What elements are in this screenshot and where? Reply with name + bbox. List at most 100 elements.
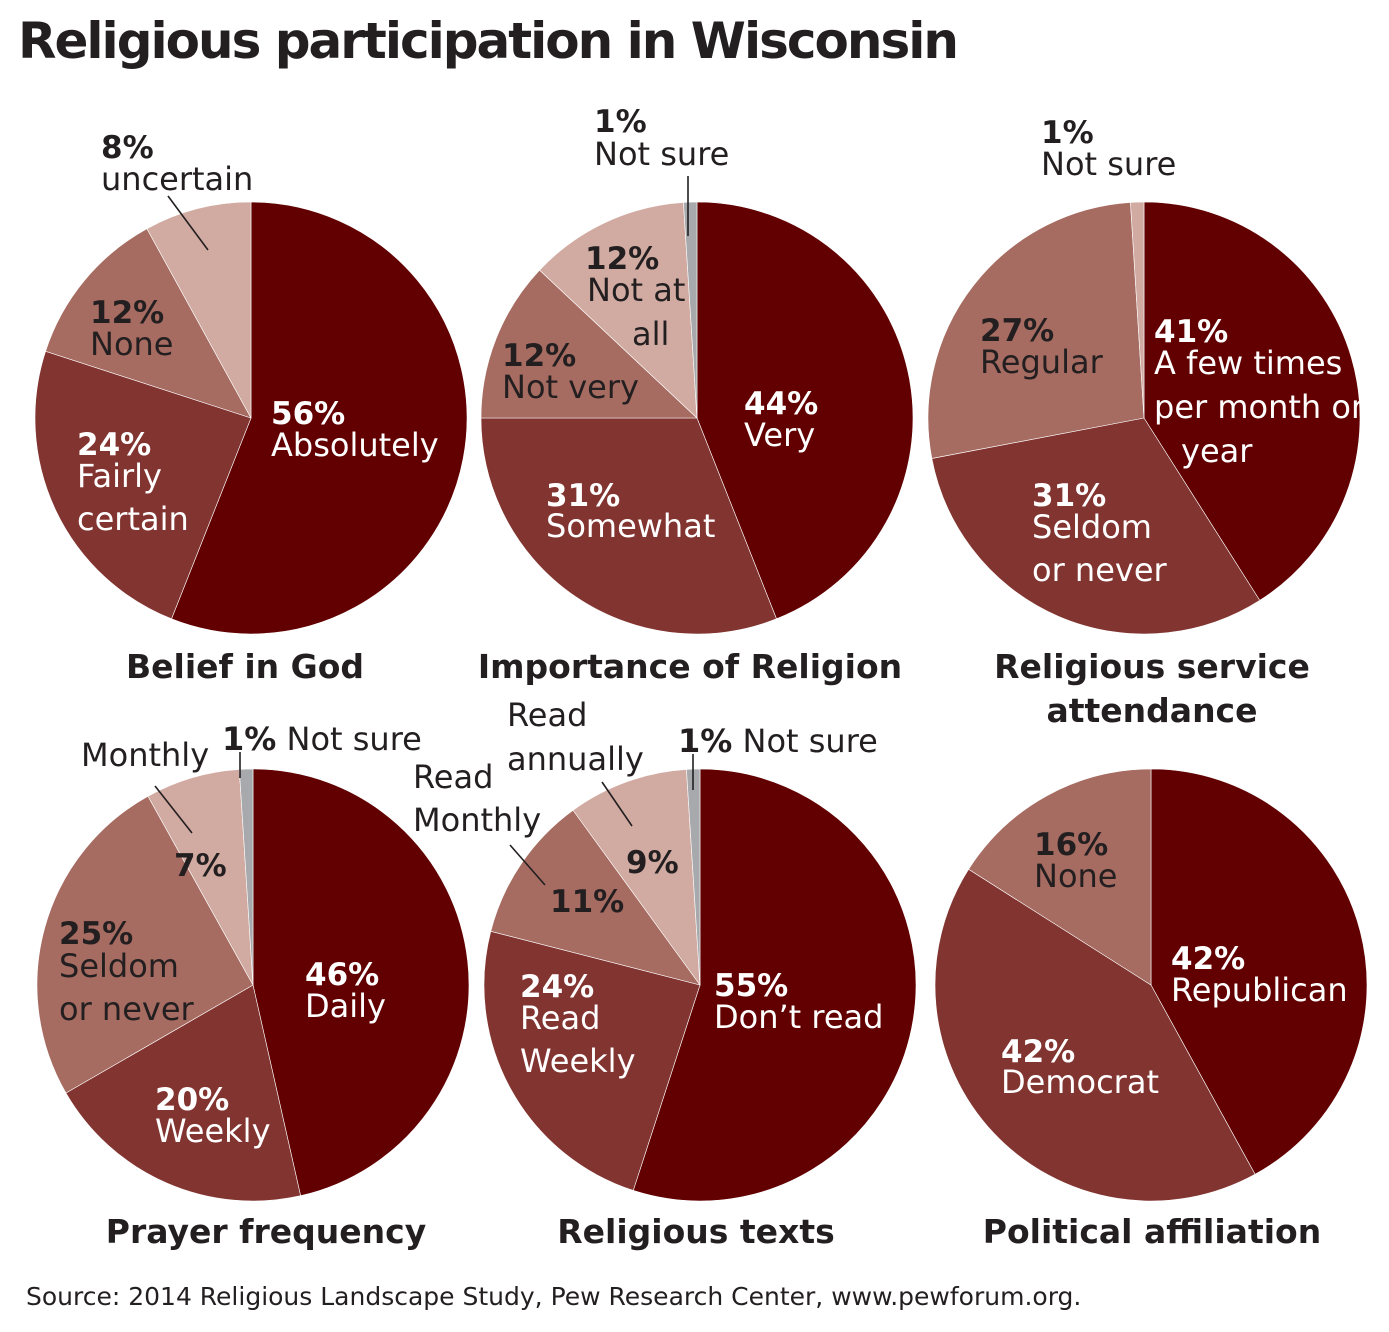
slice-label-somewhat: Somewhat [546,507,715,545]
slice-label-not-sure: 1% Not sure [678,722,878,760]
pie-slice-daily [252,768,470,1197]
pie-slice-none [45,228,252,419]
slice-percent: 41% [1154,314,1228,350]
slice-label-none: None [1034,857,1117,895]
slice-label-not-at-all: Not at [587,271,685,309]
slice-label-seldom-or-never: Seldom [59,947,179,985]
slice-label-not-sure: Not sure [594,135,729,173]
slice-label-not-at-all: all [632,315,669,353]
slice-percent: 12% [502,338,576,374]
slice-label-read-weekly: Weekly [520,1042,636,1080]
slice-percent: 11% [550,884,624,920]
leader-line [509,844,546,886]
pie-slice-not-at-all [539,202,698,419]
pie-chart-belief-in-god: 56%Absolutely 24%Fairly certain 12%None 8%un… [34,130,468,686]
slice-label-a-few-times-per-month-or-year: A few times [1154,344,1342,382]
chart-title: attendance [1046,691,1257,730]
slice-label-fairly-certain: certain [77,500,189,538]
slice-percent: 12% [585,241,659,277]
slice-percent: 56% [271,396,345,432]
slice-percent: 46% [305,957,379,993]
slice-label-uncertain: uncertain [101,160,253,198]
source-note: Source: 2014 Religious Landscape Study, … [26,1282,1082,1311]
pie-slice-read-annually [572,769,701,987]
slice-label-democrat: Democrat [1001,1063,1159,1101]
pie-slice-not-sure [683,201,698,419]
pie-slice-fairly-certain [34,350,252,620]
slice-percent: 27% [980,313,1054,349]
chart-title: Belief in God [126,647,364,686]
slice-percent: 55% [714,968,788,1004]
slice-label-fairly-certain: Fairly [77,457,162,495]
slice-label-daily: Daily [305,987,386,1025]
pie-slice-absolutely [171,201,468,635]
slice-label-none: None [90,325,173,363]
pie-slice-none [968,768,1152,986]
slice-percent: 12% [90,295,164,331]
slice-percent: 8% [101,130,154,166]
slice-label-don-t-read: Don’t read [714,998,883,1036]
pie-slice-a-few-times-per-month-or-year [1143,201,1361,601]
slice-percent: 9% [626,845,679,881]
pie-chart-religious-texts: 55%Don’t read24%ReadWeekly11%ReadMonthly… [413,696,917,1251]
chart-title: Prayer frequency [106,1212,426,1251]
slice-label-weekly: Weekly [155,1112,271,1150]
slice-label-monthly: Monthly [81,736,209,774]
slice-percent: 31% [546,478,620,514]
slice-percent: 7% [174,848,227,884]
chart-title: Religious service [994,647,1310,686]
slice-label-seldom-or-never: Seldom [1032,508,1152,546]
page-title: Religious participation in Wisconsin [18,12,959,70]
slice-percent: 1% [594,104,647,140]
slice-percent: 42% [1171,941,1245,977]
slice-label-read-weekly: Read [520,999,600,1037]
slice-label-read-annually: Read [507,696,587,734]
slice-percent: 24% [520,969,594,1005]
slice-percent: 20% [155,1082,229,1118]
slice-label-not-sure: Not sure [1041,145,1176,183]
pie-slice-read-monthly [490,809,701,986]
pie-slice-very [696,201,914,620]
leader-line [167,195,209,251]
pie-slice-republican [1150,768,1368,1175]
slice-percent: 42% [1001,1034,1075,1070]
slice-label-read-monthly: Read [413,758,493,796]
pie-slice-seldom-or-never [36,795,254,1094]
slice-percent: 24% [77,427,151,463]
leader-line [601,781,633,827]
pie-slice-weekly [65,984,301,1202]
pie-slice-not-sure [1130,201,1145,419]
slice-percent: 31% [1032,478,1106,514]
slice-label-republican: Republican [1171,971,1348,1009]
slice-label-read-annually: annually [507,740,644,778]
slice-label-very: Very [744,416,815,454]
pie-slice-uncertain [146,201,252,419]
slice-label-seldom-or-never: or never [59,990,195,1028]
pie-slice-regular [927,202,1145,459]
pie-chart-political-affiliation: 42%Republican42%Democrat16%NonePolitical… [934,768,1368,1251]
pie-slice-democrat [934,868,1256,1202]
slice-label-absolutely: Absolutely [271,426,439,464]
slice-percent: 44% [744,386,818,422]
pie-slice-don-t-read [632,768,917,1202]
pie-slice-somewhat [480,417,777,635]
slice-label-a-few-times-per-month-or-year: year [1181,432,1253,470]
pie-chart-religious-service-attendance: 41%A few times per month or year 31%Seldom o… [927,115,1365,730]
chart-title: Importance of Religion [478,647,902,686]
slice-label-a-few-times-per-month-or-year: per month or [1154,388,1365,426]
pie-slice-read-weekly [483,930,701,1191]
leader-line [154,785,193,834]
chart-title: Political affiliation [983,1212,1321,1251]
slice-percent: 16% [1034,827,1108,863]
slice-label-read-monthly: Monthly [413,801,541,839]
pie-slice-seldom-or-never [931,417,1261,635]
slice-label-not-very: Not very [502,368,639,406]
pie-slice-not-very [480,269,698,419]
slice-label-seldom-or-never: or never [1032,551,1168,589]
slice-label-not-sure: 1% Not sure [222,720,422,758]
chart-title: Religious texts [557,1212,835,1251]
slice-percent: 25% [59,916,133,952]
slice-label-regular: Regular [980,343,1104,381]
